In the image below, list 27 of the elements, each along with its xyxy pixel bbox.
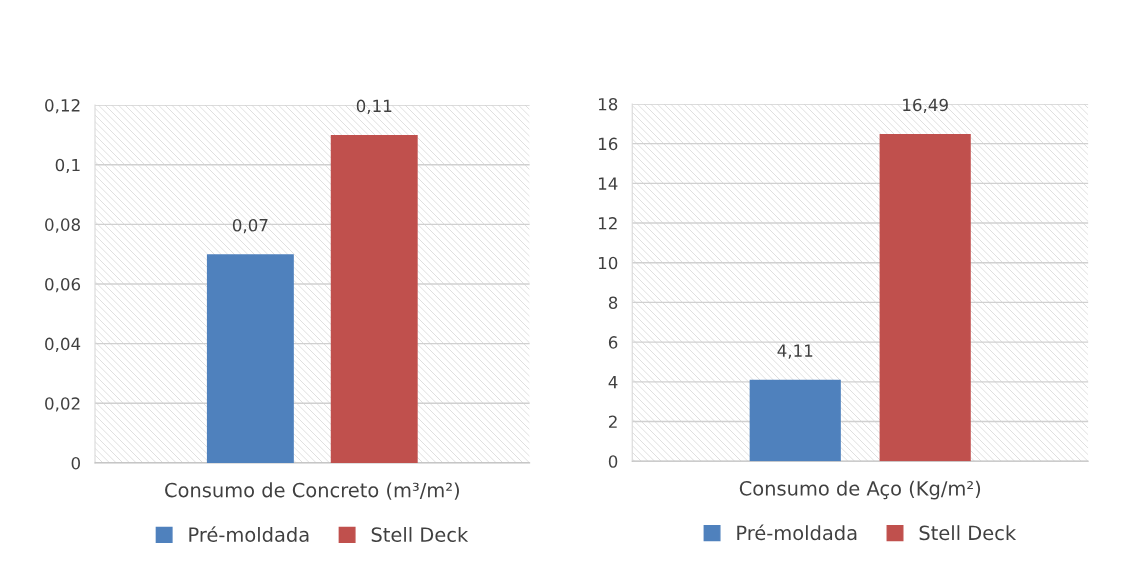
legend-label: Stell Deck — [919, 525, 1017, 541]
text: 0,11 — [356, 99, 392, 114]
y-tick-label: 12 — [598, 217, 617, 230]
legend-label: Pré-moldada — [737, 524, 857, 541]
y-tick-label: 0,06 — [45, 277, 81, 293]
y-tick-label: 16 — [598, 137, 618, 151]
y-tick-label: 0,04 — [45, 337, 81, 352]
x-tick-label: Consumo de Concreto (m³/m²) — [165, 482, 459, 500]
y-tick-label: 0,08 — [45, 218, 80, 233]
y-tick-label: 8 — [608, 296, 618, 309]
y-tick-label: 0 — [608, 455, 618, 468]
text: 16,49 — [903, 98, 948, 113]
y-tick-label: 2 — [608, 415, 617, 428]
legend-label: Stell Deck — [371, 526, 469, 542]
y-tick-label: 0,12 — [45, 99, 80, 114]
x-tick-label: Consumo de Aço (Kg/m²) — [739, 480, 981, 500]
text: 0,07 — [232, 218, 268, 234]
y-tick-label: 18 — [598, 97, 618, 111]
y-tick-label: 4 — [608, 376, 618, 389]
y-tick-label: 10 — [598, 256, 618, 270]
y-tick-label: 0 — [71, 456, 81, 470]
legend-label: Pré-moldada — [189, 526, 309, 542]
y-tick-label: 0,02 — [45, 397, 80, 412]
y-tick-label: 6 — [608, 336, 618, 349]
y-tick-label: 14 — [598, 177, 618, 190]
y-tick-label: 0,1 — [55, 158, 80, 173]
text: 4,11 — [777, 344, 813, 359]
